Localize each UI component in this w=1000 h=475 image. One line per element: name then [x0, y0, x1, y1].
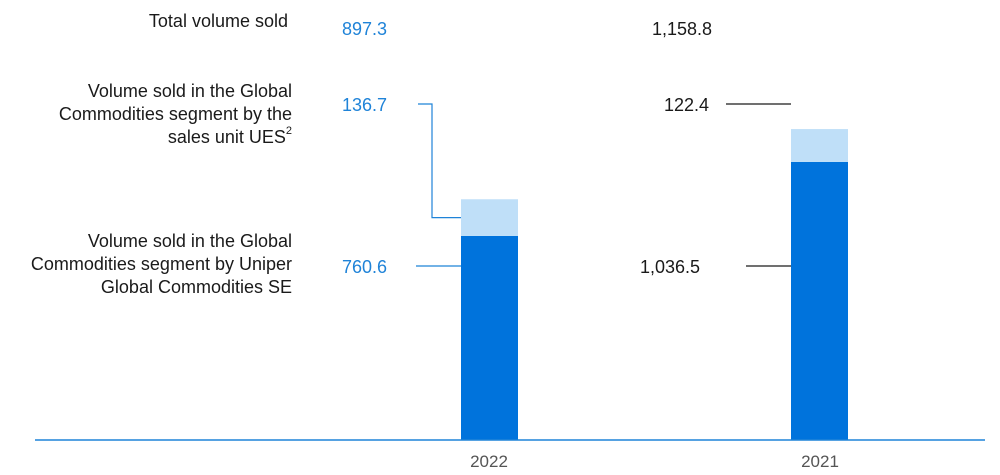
ues-value-2021: 122.4 [664, 95, 710, 115]
bar-segment-2022-ues [461, 199, 518, 236]
label-ues-text: Volume sold in the Global Commodities se… [58, 81, 292, 148]
label-ugc-volume: Volume sold in the Global Commodities se… [0, 230, 292, 299]
leader-ues-2022 [418, 103, 461, 219]
bar-segment-2021-ues [791, 129, 848, 162]
ues-value-2022: 136.7 [342, 95, 388, 115]
bar-segment-2021-ugc [791, 161, 848, 440]
total-value-2021: 1,158.8 [652, 19, 713, 39]
ugc-value-2022: 760.6 [342, 257, 388, 277]
ugc-value-2021: 1,036.5 [640, 257, 701, 277]
label-total-volume: Total volume sold [148, 11, 288, 31]
total-value-2022: 897.3 [342, 19, 388, 39]
label-ugc-text: Volume sold in the Global Commodities se… [30, 231, 292, 298]
x-tick-2022: 2022 [470, 452, 508, 471]
x-tick-2021: 2021 [801, 452, 839, 471]
footnote-marker: 2 [285, 125, 292, 138]
bar-segment-2022-ugc [461, 235, 518, 440]
label-ues-volume: Volume sold in the Global Commodities se… [32, 80, 292, 149]
